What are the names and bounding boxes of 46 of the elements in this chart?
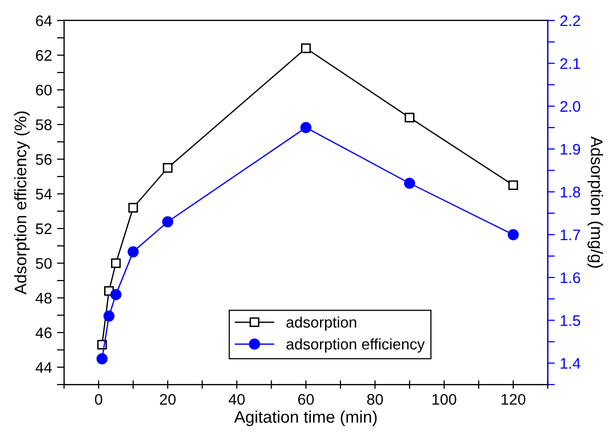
y2-tick-label: 2.0	[560, 101, 580, 112]
y-tick-label: 62	[36, 50, 52, 61]
y2-tick-label: 1.8	[560, 186, 580, 198]
legend-label: adsorption	[286, 316, 356, 331]
y2-tick-label: 1.9	[560, 144, 580, 155]
point	[404, 178, 416, 189]
x-tick-label: 60	[298, 394, 314, 405]
x-tick-label: 120	[502, 394, 526, 405]
y2-axis-title: Adsorption (mg/g)	[588, 136, 604, 268]
x-tick-label: 100	[432, 394, 456, 405]
y-tick-label: 52	[36, 223, 52, 234]
point	[111, 258, 121, 268]
point	[128, 202, 138, 213]
y-tick-label: 60	[36, 84, 52, 96]
y2-tick-label: 2.2	[560, 15, 580, 26]
point	[508, 180, 518, 190]
point	[508, 229, 519, 240]
y2-tick-label: 1.7	[560, 230, 580, 240]
y-tick-label: 48	[36, 292, 52, 304]
y2-tick-label: 1.6	[560, 272, 580, 284]
y-tick-label: 54	[36, 188, 52, 200]
point	[110, 289, 122, 300]
y2-tick-label: 1.4	[560, 358, 580, 369]
y2-tick-label: 2.1	[560, 58, 580, 69]
point	[103, 310, 115, 322]
y-tick-label: 50	[36, 258, 52, 269]
legend-label: adsorption efficiency	[286, 338, 425, 353]
point	[300, 122, 312, 134]
point	[128, 246, 139, 258]
y-tick-label: 56	[36, 154, 52, 165]
point	[162, 216, 174, 228]
y-axis-title: Adsorption efficiency (%)	[14, 112, 30, 295]
y-tick-label: 58	[36, 119, 52, 130]
x-axis-title: Agitation time (min)	[234, 410, 377, 426]
x-tick-label: 0	[94, 394, 102, 405]
y2-tick-label: 1.5	[560, 315, 580, 326]
point	[96, 353, 108, 364]
x-tick-label: 80	[367, 394, 383, 405]
x-tick-label: 20	[160, 394, 176, 405]
x-tick-label: 40	[228, 394, 245, 405]
point	[404, 112, 414, 122]
y-tick-label: 64	[36, 15, 52, 26]
y-tick-label: 46	[36, 327, 52, 338]
point	[162, 162, 173, 173]
y-tick-label: 44	[36, 362, 52, 373]
point	[301, 43, 311, 54]
